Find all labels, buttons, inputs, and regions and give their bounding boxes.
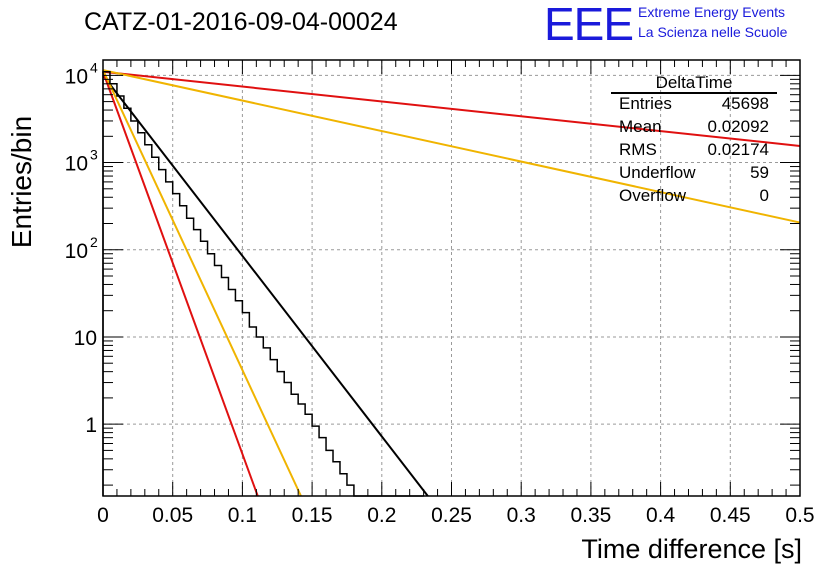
y-tick-exponent: 3 (90, 147, 98, 163)
y-tick-label: 10 (65, 65, 88, 88)
fit-line (102, 69, 801, 224)
stats-label-underflow: Underflow (619, 163, 696, 182)
y-tick-label: 1 (85, 414, 97, 437)
logo-line-1: Extreme Energy Events (638, 4, 786, 20)
eee-logo: EEE (544, 0, 634, 50)
stats-title: DeltaTime (656, 73, 733, 92)
x-tick-label: 0.25 (431, 504, 472, 527)
grid (103, 60, 800, 496)
stats-label-mean: Mean (619, 117, 662, 136)
axis-ticks: 0 0.05 0.1 0.15 0.2 0.25 0.3 0.35 0.4 0.45 0.5 1 10 1… (65, 59, 815, 527)
x-axis-label: Time difference [s] (581, 534, 802, 564)
x-tick-label: 0.4 (646, 504, 676, 527)
stats-label-entries: Entries (619, 94, 672, 113)
y-axis-label: Entries/bin (6, 115, 37, 249)
stats-box: DeltaTime Entries 45698 Mean 0.02092 RMS 0.02… (611, 73, 777, 205)
y-tick-label: 10 (65, 240, 88, 263)
stats-value-rms: 0.02174 (708, 140, 769, 159)
fit-line (102, 69, 302, 497)
x-tick-label: 0.45 (710, 504, 751, 527)
stats-value-overflow: 0 (760, 186, 769, 205)
x-tick-label: 0.2 (367, 504, 396, 527)
logo-line-2: La Scienza nelle Scuole (638, 24, 788, 40)
stats-value-mean: 0.02092 (708, 117, 769, 136)
fit-lines (102, 69, 801, 497)
x-tick-label: 0.5 (785, 504, 814, 527)
stats-value-entries: 45698 (722, 94, 769, 113)
x-tick-label: 0.15 (292, 504, 333, 527)
histogram-outline (102, 70, 424, 497)
stats-value-underflow: 59 (750, 163, 769, 182)
x-tick-label: 0.05 (152, 504, 193, 527)
x-tick-label: 0.35 (570, 504, 611, 527)
y-tick-label: 10 (65, 153, 88, 176)
stats-label-overflow: Overflow (619, 186, 687, 205)
y-tick-exponent: 2 (90, 234, 98, 250)
x-tick-label: 0.3 (507, 504, 536, 527)
chart-title: CATZ-01-2016-09-04-00024 (84, 8, 398, 36)
histogram (102, 70, 424, 497)
x-tick-label: 0 (97, 504, 109, 527)
y-tick-label: 10 (74, 327, 97, 350)
x-tick-label: 0.1 (228, 504, 257, 527)
fit-line (102, 70, 801, 147)
fit-line (102, 74, 429, 497)
stats-label-rms: RMS (619, 140, 657, 159)
fit-line (102, 71, 259, 497)
y-tick-exponent: 4 (90, 59, 98, 75)
